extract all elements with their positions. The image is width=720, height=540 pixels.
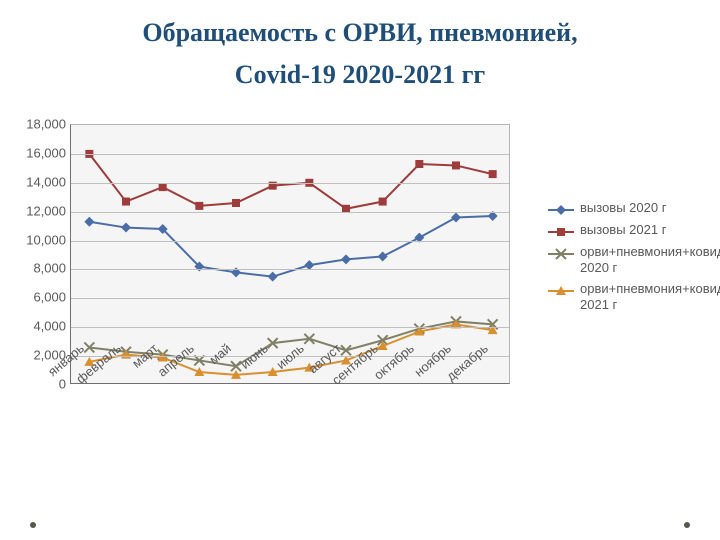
y-tick-label: 14,000: [18, 174, 66, 189]
y-tick-label: 10,000: [18, 232, 66, 247]
data-point: [122, 198, 130, 206]
data-point: [452, 161, 460, 169]
legend-label: вызовы 2021 г: [580, 222, 666, 238]
data-point: [121, 223, 131, 233]
data-point: [341, 254, 351, 264]
legend-item: вызовы 2021 г: [548, 222, 718, 238]
y-tick-label: 18,000: [18, 117, 66, 132]
gridline: [71, 298, 509, 299]
y-tick-label: 6,000: [18, 290, 66, 305]
y-tick-label: 12,000: [18, 203, 66, 218]
footer-bullet-left: [30, 522, 36, 528]
data-point: [232, 199, 240, 207]
data-point: [489, 170, 497, 178]
chart-container: 02,0004,0006,0008,00010,00012,00014,0001…: [18, 120, 698, 480]
data-point: [84, 217, 94, 227]
data-point: [415, 160, 423, 168]
data-point: [556, 205, 566, 215]
legend-label: орви+пневмония+ковид 2021 г: [580, 281, 720, 312]
page: Обращаемость с ОРВИ, пневмонией, Covid-1…: [0, 0, 720, 540]
data-point: [557, 228, 565, 236]
data-point: [451, 212, 461, 222]
legend-swatch: [548, 204, 574, 216]
chart-plot-outer: 02,0004,0006,0008,00010,00012,00014,0001…: [18, 120, 538, 430]
y-tick-label: 8,000: [18, 261, 66, 276]
legend-label: орви+пневмония+ковид 2020 г: [580, 244, 720, 275]
series-line: [89, 154, 492, 209]
legend-swatch: [548, 226, 574, 238]
data-point: [159, 183, 167, 191]
y-tick-label: 16,000: [18, 145, 66, 160]
data-point: [378, 251, 388, 261]
gridline: [71, 269, 509, 270]
legend-swatch: [548, 248, 574, 260]
legend-item: вызовы 2020 г: [548, 200, 718, 216]
gridline: [71, 241, 509, 242]
footer-bullet-right: [684, 522, 690, 528]
gridline: [71, 327, 509, 328]
data-point: [379, 198, 387, 206]
gridline: [71, 183, 509, 184]
title-line-1: Обращаемость с ОРВИ, пневмонией,: [142, 18, 577, 47]
legend-item: орви+пневмония+ковид 2020 г: [548, 244, 718, 275]
data-point: [195, 202, 203, 210]
gridline: [71, 212, 509, 213]
legend-item: орви+пневмония+ковид 2021 г: [548, 281, 718, 312]
series-line: [89, 216, 492, 277]
gridline: [71, 154, 509, 155]
page-title: Обращаемость с ОРВИ, пневмонией, Covid-1…: [0, 0, 720, 95]
title-line-2: Covid-19 2020-2021 гг: [235, 60, 485, 89]
legend-label: вызовы 2020 г: [580, 200, 666, 216]
legend-swatch: [548, 285, 574, 297]
chart-legend: вызовы 2020 г вызовы 2021 г орви+пневмония…: [548, 200, 718, 318]
y-tick-label: 4,000: [18, 319, 66, 334]
data-point: [268, 272, 278, 282]
